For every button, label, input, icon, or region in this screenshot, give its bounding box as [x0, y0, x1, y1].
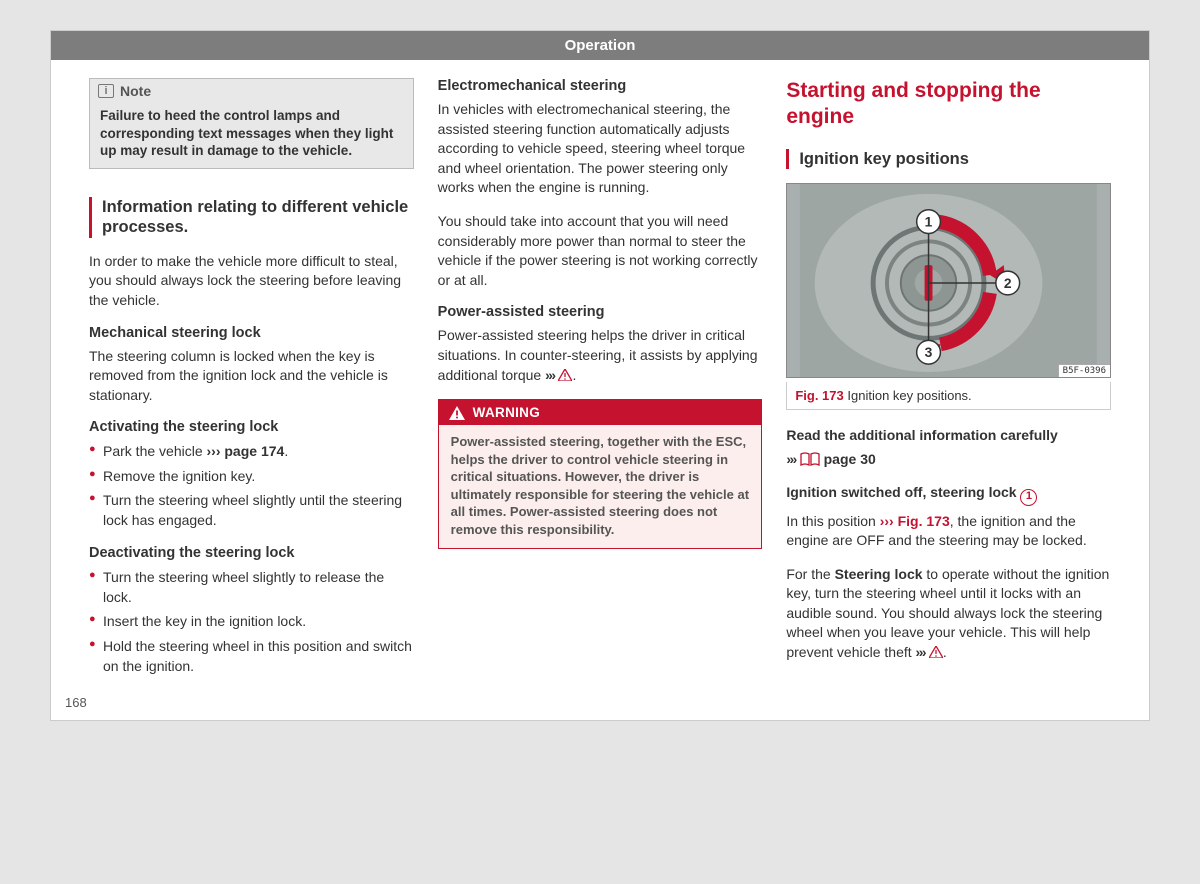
warning-header: WARNING — [439, 400, 762, 425]
warning-triangle-icon — [449, 406, 465, 420]
circled-number-1: 1 — [1020, 489, 1037, 506]
page-header: Operation — [51, 31, 1149, 60]
note-label: Note — [120, 83, 151, 99]
figure-label: Fig. 173 — [795, 388, 843, 403]
sub-section-heading: Ignition key positions — [786, 149, 1111, 170]
manual-page: Operation i Note Failure to heed the con… — [50, 30, 1150, 721]
figure-caption: Fig. 173 Ignition key positions. — [786, 382, 1111, 410]
note-body: Failure to heed the control lamps and co… — [90, 103, 413, 168]
list-text: Park the vehicle — [103, 443, 207, 459]
figure-ignition: 1 2 3 B5F-0396 — [786, 183, 1111, 378]
list-item: Remove the ignition key. — [89, 466, 414, 486]
warning-label: WARNING — [473, 405, 540, 420]
column-2: Electromechanical steering In vehicles w… — [438, 78, 763, 690]
list-item: Park the vehicle ››› page 174. — [89, 441, 414, 461]
main-heading: Starting and stopping the engine — [786, 78, 1111, 131]
page-xref: ››› page 174 — [207, 443, 285, 459]
read-additional-bold: Read the additional information carefull… — [786, 427, 1057, 443]
note-header: i Note — [90, 79, 413, 103]
power-assist-text: Power-assisted steering helps the driver… — [438, 327, 758, 382]
warning-triangle-icon — [929, 646, 943, 658]
read-additional-line: Read the additional information carefull… — [786, 426, 1111, 446]
warning-box: WARNING Power-assisted steering, togethe… — [438, 399, 763, 549]
note-box: i Note Failure to heed the control lamps… — [89, 78, 414, 169]
column-1: i Note Failure to heed the control lamps… — [89, 78, 414, 690]
mechanical-lock-heading: Mechanical steering lock — [89, 325, 414, 341]
list-item: Hold the steering wheel in this position… — [89, 636, 414, 677]
book-icon — [800, 452, 820, 466]
section-heading: Information relating to different vehicl… — [89, 197, 414, 238]
list-item: Turn the steering wheel slightly to rele… — [89, 567, 414, 608]
deactivating-list: Turn the steering wheel slightly to rele… — [89, 567, 414, 676]
figure-code: B5F-0396 — [1058, 364, 1110, 377]
power-assist-body: Power-assisted steering helps the driver… — [438, 326, 763, 385]
power-assist-tail: . — [572, 367, 576, 383]
page-number: 168 — [65, 695, 87, 710]
warning-body: Power-assisted steering, together with t… — [439, 425, 762, 548]
ignition-diagram: 1 2 3 — [787, 184, 1110, 377]
list-item: Turn the steering wheel slightly until t… — [89, 490, 414, 531]
ignition-off-body-2: For the Steering lock to operate without… — [786, 565, 1111, 663]
read-additional-ref: ››› page 30 — [786, 450, 1111, 470]
activating-heading: Activating the steering lock — [89, 419, 414, 435]
svg-text:1: 1 — [925, 214, 933, 230]
deactivating-heading: Deactivating the steering lock — [89, 545, 414, 561]
content-columns: i Note Failure to heed the control lamps… — [51, 60, 1149, 700]
power-assist-heading: Power-assisted steering — [438, 304, 763, 320]
read-page-ref: page 30 — [824, 451, 876, 467]
list-item: Insert the key in the ignition lock. — [89, 611, 414, 631]
electromech-heading: Electromechanical steering — [438, 78, 763, 94]
activating-list: Park the vehicle ››› page 174. Remove th… — [89, 441, 414, 530]
svg-text:2: 2 — [1004, 275, 1012, 291]
chevron-xref: ››› — [545, 367, 555, 383]
ignition-off-heading: Ignition switched off, steering lock 1 — [786, 483, 1111, 505]
header-title: Operation — [565, 37, 636, 54]
warning-triangle-icon — [558, 369, 572, 381]
figure-xref: ››› Fig. 173 — [880, 513, 950, 529]
chevron-xref: ››› — [786, 451, 796, 467]
chevron-xref: ››› — [916, 644, 926, 660]
figure-caption-text: Ignition key positions. — [844, 388, 972, 403]
ign-off-text-a: In this position — [786, 513, 879, 529]
info-icon: i — [98, 84, 114, 98]
electromech-body-1: In vehicles with electromechanical steer… — [438, 100, 763, 198]
steering-lock-bold: Steering lock — [835, 566, 923, 582]
list-tail: . — [284, 443, 288, 459]
svg-text:3: 3 — [925, 344, 933, 360]
electromech-body-2: You should take into account that you wi… — [438, 212, 763, 290]
ign-off-2a: For the — [786, 566, 834, 582]
mechanical-lock-body: The steering column is locked when the k… — [89, 347, 414, 406]
intro-paragraph: In order to make the vehicle more diffic… — [89, 252, 414, 311]
ignition-off-body-1: In this position ››› Fig. 173, the ignit… — [786, 512, 1111, 551]
ignition-off-heading-text: Ignition switched off, steering lock — [786, 484, 1020, 500]
column-3: Starting and stopping the engine Ignitio… — [786, 78, 1111, 690]
ign-off-2tail: . — [943, 644, 947, 660]
